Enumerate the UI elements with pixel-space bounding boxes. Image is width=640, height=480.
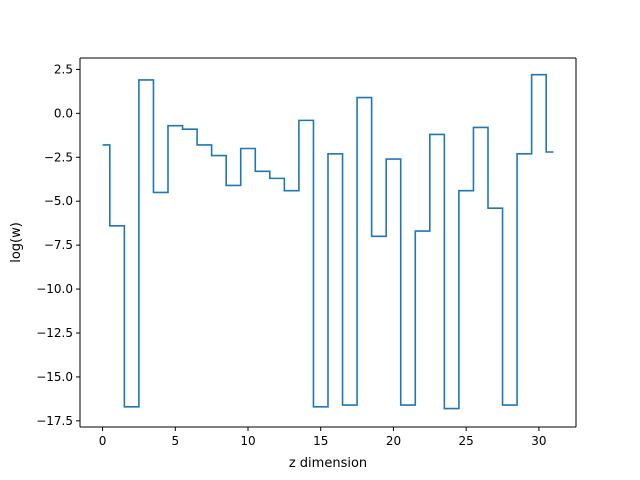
x-tick: 10 <box>240 427 256 448</box>
y-tick: 2.5 <box>54 62 80 76</box>
y-axis-label: log(w) <box>9 222 24 263</box>
y-tick-label: 0.0 <box>54 106 73 120</box>
x-tick: 30 <box>531 427 547 448</box>
y-tick: −17.5 <box>36 414 80 428</box>
plot-area <box>102 73 554 410</box>
axes <box>79 57 577 428</box>
x-tick-label: 15 <box>313 434 328 448</box>
y-tick: −12.5 <box>36 326 80 340</box>
y-tick: −2.5 <box>44 150 80 164</box>
y-tick-label: −15.0 <box>36 370 73 384</box>
y-tick-label: −2.5 <box>44 150 73 164</box>
x-tick: 15 <box>313 427 328 448</box>
x-tick-label: 20 <box>386 434 401 448</box>
series-line <box>102 73 554 410</box>
x-tick-label: 30 <box>531 434 546 448</box>
x-tick: 0 <box>99 427 107 448</box>
x-tick-label: 0 <box>99 434 107 448</box>
x-ticks: 0 5 10 15 20 25 30 <box>99 427 547 448</box>
x-tick: 20 <box>386 427 401 448</box>
y-ticks: 2.5 0.0 −2.5 −5.0 −7.5 −10.0 −12.5 −15.0 −17.5 <box>36 62 80 428</box>
y-tick-label: −7.5 <box>44 238 73 252</box>
x-tick-label: 25 <box>459 434 474 448</box>
x-tick: 5 <box>171 427 179 448</box>
y-tick: −15.0 <box>36 370 80 384</box>
x-tick-label: 5 <box>171 434 179 448</box>
y-tick: 0.0 <box>54 106 80 120</box>
y-tick-label: −12.5 <box>36 326 73 340</box>
x-tick-label: 10 <box>240 434 255 448</box>
y-tick: −10.0 <box>36 282 80 296</box>
x-tick: 25 <box>459 427 474 448</box>
y-tick-label: −17.5 <box>36 414 73 428</box>
y-tick-label: −5.0 <box>44 194 73 208</box>
y-tick-label: −10.0 <box>36 282 73 296</box>
y-tick: −7.5 <box>44 238 80 252</box>
x-axis-label: z dimension <box>289 456 367 471</box>
y-tick-label: 2.5 <box>54 62 73 76</box>
y-tick: −5.0 <box>44 194 80 208</box>
